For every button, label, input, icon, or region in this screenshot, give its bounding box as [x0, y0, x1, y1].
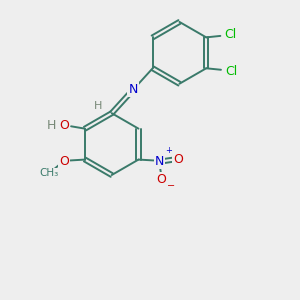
Text: O: O: [156, 173, 166, 186]
Text: H: H: [47, 118, 56, 132]
Text: O: O: [59, 154, 69, 167]
Text: O: O: [173, 153, 183, 166]
Text: Cl: Cl: [224, 28, 236, 41]
Text: +: +: [166, 146, 172, 155]
Text: O: O: [59, 118, 69, 132]
Text: −: −: [167, 181, 175, 191]
Text: Cl: Cl: [225, 65, 237, 78]
Text: N: N: [155, 154, 164, 167]
Text: CH₃: CH₃: [39, 168, 59, 178]
Text: N: N: [128, 83, 138, 96]
Text: H: H: [94, 101, 103, 111]
